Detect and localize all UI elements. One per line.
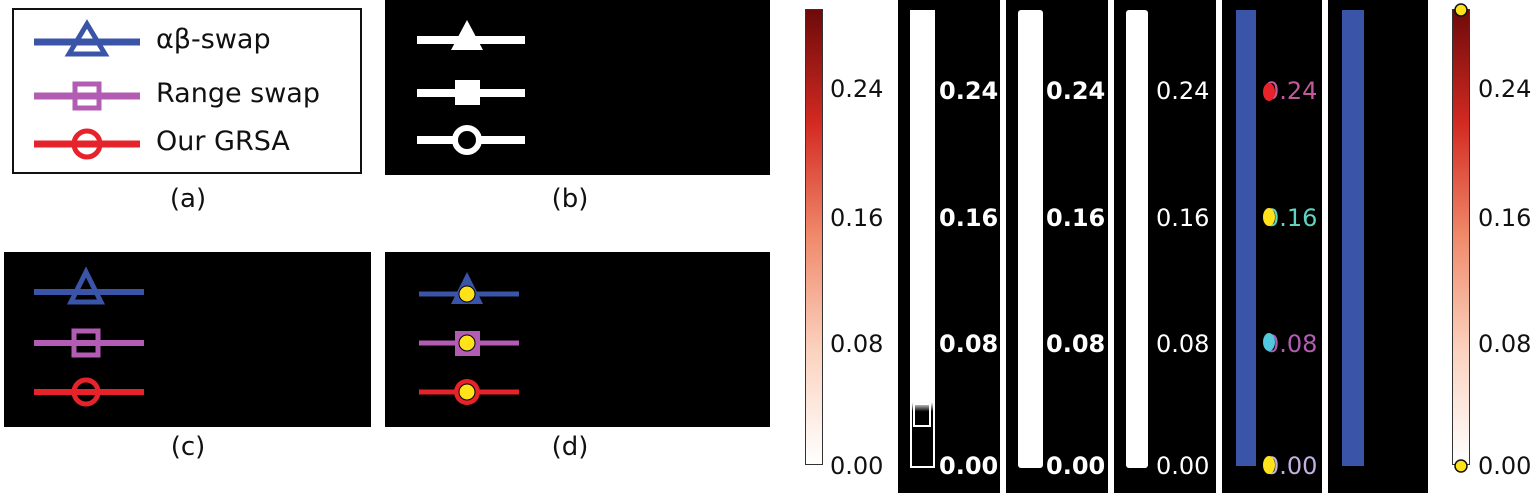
strip-4-dots: [1263, 83, 1275, 474]
colorbar-right-tick-024: 0.24: [1478, 75, 1532, 103]
strip-2: 0.24 0.16 0.08 0.00: [1006, 0, 1108, 493]
colorbar-left-tick-008: 0.08: [830, 330, 884, 358]
colorbar-left-tick-016: 0.16: [830, 204, 884, 232]
strip-2-tick-024: 0.24: [1046, 77, 1106, 105]
strip-5-blue-bar: [1342, 10, 1364, 466]
strip-1-tick-000: 0.00: [939, 452, 999, 480]
strip-2-tick-000: 0.00: [1046, 452, 1106, 480]
colorbar-left-tick-000: 0.00: [830, 452, 884, 480]
panel-c-markers: [34, 266, 144, 407]
colorbar-left: [805, 9, 823, 465]
caption-b: (b): [551, 184, 589, 214]
strip-4-blue-bar: [1236, 10, 1256, 466]
panel-d-markers: [419, 272, 519, 405]
strip-1-inner-shape: [913, 403, 931, 427]
strip-3-tick-000: 0.00: [1156, 452, 1210, 480]
colorbar-right-tick-008: 0.08: [1478, 330, 1532, 358]
strip-1-tick-008: 0.08: [939, 330, 999, 358]
strip-5: [1328, 0, 1428, 493]
colorbar-right-tick-000: 0.00: [1478, 452, 1532, 480]
caption-a: (a): [169, 184, 207, 214]
strip-1: 0.24 0.16 0.08 0.00: [898, 0, 1000, 493]
legend-markers: [34, 19, 140, 160]
strip-2-tick-016: 0.16: [1046, 204, 1106, 232]
caption-c: (c): [170, 432, 206, 462]
panel-b-markers: [417, 20, 525, 155]
strip-3-tick-024: 0.24: [1156, 77, 1210, 105]
strip-4: 0.24 0.16 0.08 0.00: [1222, 0, 1322, 493]
strip-1-tick-024: 0.24: [939, 77, 999, 105]
colorbar-left-tick-024: 0.24: [830, 75, 884, 103]
colorbar-right-bottom-dot: [1454, 459, 1468, 473]
legend-box: αβ-swap Range swap Our GRSA: [12, 8, 362, 174]
legend-label-range: Range swap: [156, 78, 320, 109]
panel-c: [4, 252, 371, 427]
strip-3: 0.24 0.16 0.08 0.00: [1114, 0, 1216, 493]
colorbar-right-tick-016: 0.16: [1478, 204, 1532, 232]
panel-b: [385, 0, 770, 175]
colorbar-right-endpoints: [1454, 3, 1468, 473]
legend-circle-marker: [71, 128, 103, 160]
colorbar-right-top-dot: [1454, 3, 1468, 17]
panel-d: [385, 252, 770, 427]
legend-triangle-marker: [64, 19, 110, 57]
strip-3-tick-008: 0.08: [1156, 330, 1210, 358]
legend-square-marker: [72, 81, 102, 111]
strip-1-tick-016: 0.16: [939, 204, 999, 232]
legend-label-alphabeta: αβ-swap: [156, 24, 271, 55]
strip-2-tick-008: 0.08: [1046, 330, 1106, 358]
strip-3-tick-016: 0.16: [1156, 204, 1210, 232]
caption-d: (d): [551, 432, 589, 462]
legend-label-grsa: Our GRSA: [156, 126, 290, 157]
